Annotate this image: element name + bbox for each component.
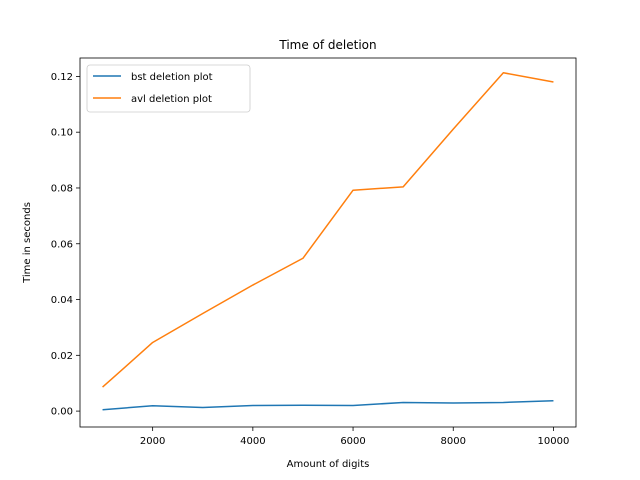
y-axis-ticks: 0.00 0.02 0.04 0.06 0.08 0.10 0.12 xyxy=(51,72,80,418)
legend-label-bst: bst deletion plot xyxy=(131,72,213,83)
y-tick-label: 0.00 xyxy=(51,407,73,418)
x-tick-label: 10000 xyxy=(538,436,570,447)
series-layer xyxy=(102,72,554,411)
y-tick-label: 0.04 xyxy=(51,295,73,306)
legend: bst deletion plot avl deletion plot xyxy=(86,64,251,113)
plot-frame xyxy=(79,57,577,428)
x-axis-label: Amount of digits xyxy=(287,459,370,470)
x-tick-label: 2000 xyxy=(140,436,165,447)
y-axis-label: Time in seconds xyxy=(22,202,33,284)
legend-label-avl: avl deletion plot xyxy=(131,94,212,105)
x-axis-ticks: 2000 4000 6000 8000 10000 xyxy=(140,427,569,447)
series-line-avl xyxy=(102,72,554,388)
y-tick-label: 0.06 xyxy=(51,239,73,250)
series-line-bst xyxy=(102,400,554,411)
y-tick-label: 0.02 xyxy=(51,351,73,362)
y-tick-label: 0.10 xyxy=(51,128,73,139)
legend-box xyxy=(86,64,251,113)
chart-title: Time of deletion xyxy=(278,38,376,52)
x-tick-label: 4000 xyxy=(240,436,265,447)
y-tick-label: 0.08 xyxy=(51,183,73,194)
x-tick-label: 8000 xyxy=(441,436,466,447)
plot-area xyxy=(80,58,576,427)
x-tick-label: 6000 xyxy=(340,436,365,447)
y-tick-label: 0.12 xyxy=(51,72,73,83)
